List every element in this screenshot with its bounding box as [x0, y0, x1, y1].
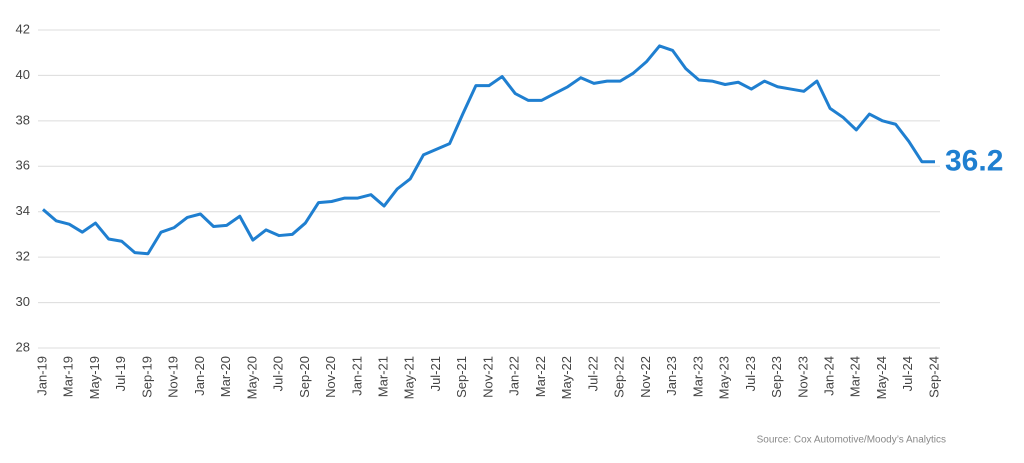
x-tick-label: Jan-20 [192, 356, 207, 396]
x-tick-label: Mar-22 [533, 356, 548, 397]
data-line [42, 44, 935, 256]
y-tick-label: 32 [16, 249, 30, 264]
y-tick-label: 42 [16, 21, 30, 36]
x-tick-label: Jul-24 [900, 356, 915, 391]
x-tick-label: Mar-19 [61, 356, 76, 397]
x-tick-label: Nov-22 [638, 356, 653, 398]
x-tick-label: Nov-20 [323, 356, 338, 398]
y-tick-label: 36 [16, 158, 30, 173]
x-tick-label: Mar-20 [218, 356, 233, 397]
x-tick-label: Sep-20 [297, 356, 312, 398]
x-tick-label: Jul-19 [113, 356, 128, 391]
x-tick-label: May-22 [559, 356, 574, 399]
y-tick-label: 28 [16, 339, 30, 354]
x-tick-label: Jul-20 [271, 356, 286, 391]
x-tick-label: Sep-24 [926, 356, 941, 398]
x-tick-label: Sep-21 [454, 356, 469, 398]
x-tick-label: Nov-19 [166, 356, 181, 398]
x-tick-label: May-19 [87, 356, 102, 399]
x-tick-label: Nov-21 [480, 356, 495, 398]
x-tick-label: Sep-22 [612, 356, 627, 398]
source-note: Source: Cox Automotive/Moody’s Analytics [757, 435, 946, 446]
x-tick-label: Jul-23 [743, 356, 758, 391]
x-tick-label: Jul-21 [428, 356, 443, 391]
x-tick-label: May-24 [874, 356, 889, 399]
x-tick-label: Jan-23 [664, 356, 679, 396]
x-tick-label: Sep-19 [139, 356, 154, 398]
x-tick-label: May-21 [402, 356, 417, 399]
y-tick-label: 30 [16, 294, 30, 309]
y-tick-label: 38 [16, 112, 30, 127]
y-tick-label: 40 [16, 67, 30, 82]
x-tick-label: Sep-23 [769, 356, 784, 398]
x-tick-label: Jan-19 [34, 356, 49, 396]
x-tick-label: Jan-24 [821, 356, 836, 396]
y-tick-label: 34 [16, 203, 30, 218]
x-tick-label: Mar-23 [690, 356, 705, 397]
end-value-label: 36.2 [945, 145, 1003, 178]
x-tick-label: Jan-21 [349, 356, 364, 396]
x-tick-label: Jan-22 [507, 356, 522, 396]
x-tick-label: Nov-23 [795, 356, 810, 398]
x-tick-label: Jul-22 [585, 356, 600, 391]
x-tick-label: May-20 [244, 356, 259, 399]
x-tick-label: Mar-24 [848, 356, 863, 397]
x-tick-label: May-23 [717, 356, 732, 399]
x-tick-label: Mar-21 [375, 356, 390, 397]
